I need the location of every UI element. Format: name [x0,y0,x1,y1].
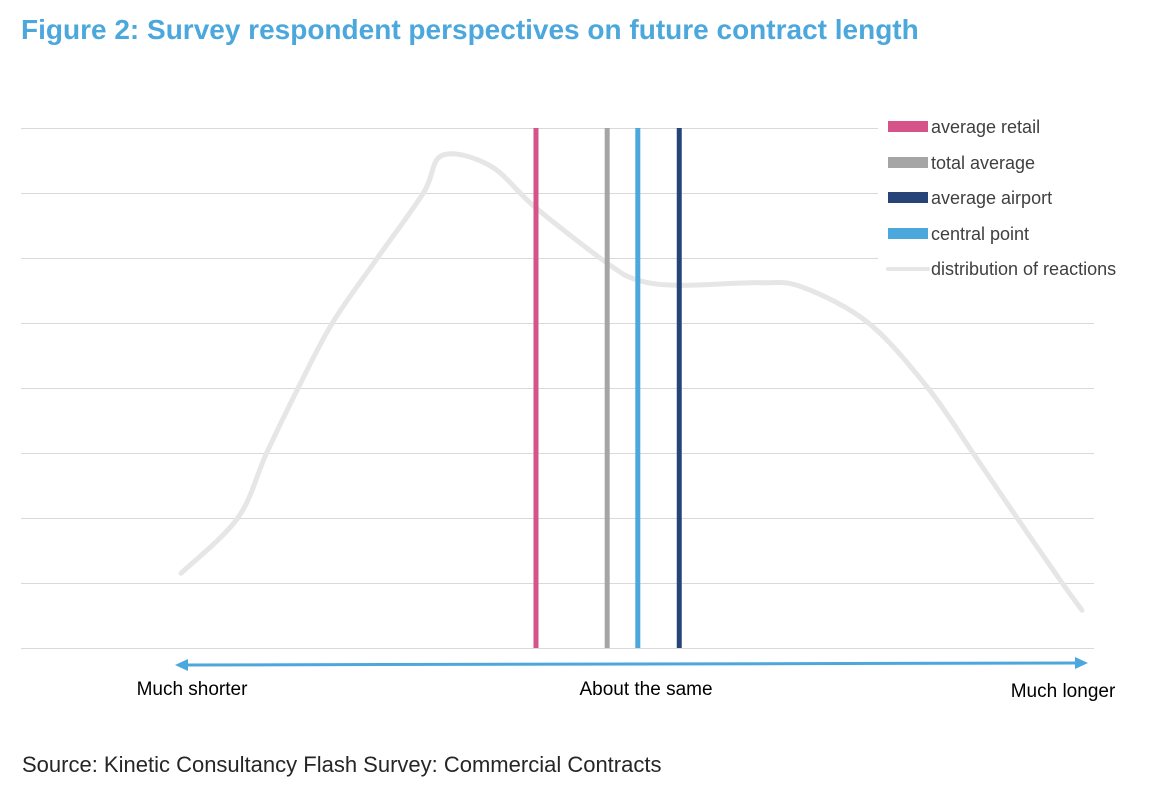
x-label-much-longer: Much longer [1011,681,1116,702]
legend: average retail total average average air… [886,117,1116,279]
figure-title: Figure 2: Survey respondent perspectives… [21,14,919,45]
legend-swatch-total-average [888,157,928,168]
x-label-about-the-same: About the same [579,679,712,700]
vertical-markers [533,128,682,648]
legend-label-average-retail: average retail [931,117,1040,137]
axis-arrow [175,657,1088,671]
legend-label-distribution: distribution of reactions [931,259,1116,279]
distribution-series [178,151,1085,613]
arrow-head-right-icon [1075,657,1088,669]
source-note: Source: Kinetic Consultancy Flash Survey… [22,752,662,777]
axis-arrow-shaft [184,661,1079,667]
legend-label-central-point: central point [931,224,1029,244]
legend-label-total-average: total average [931,153,1035,173]
gridlines [21,128,1094,649]
distribution-curve [178,151,1085,613]
marker-average-retail [533,128,539,648]
legend-swatch-average-retail [888,121,928,132]
marker-central-point [635,128,641,648]
marker-total-average [604,128,610,648]
legend-label-average-airport: average airport [931,188,1052,208]
legend-swatch-central-point [888,228,928,239]
x-label-much-shorter: Much shorter [137,679,249,700]
arrow-head-left-icon [175,659,188,671]
marker-average-airport [676,128,682,648]
legend-swatch-average-airport [888,192,928,203]
x-axis-labels: Much shorter About the same Much longer [137,679,1116,702]
